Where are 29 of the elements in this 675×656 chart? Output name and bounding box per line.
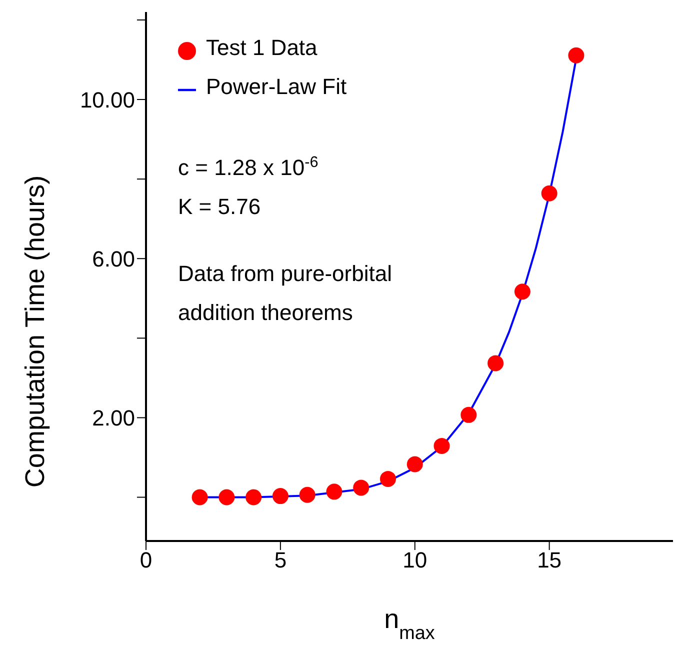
legend-label: Power-Law Fit	[206, 74, 347, 99]
y-tick-label: 6.00	[92, 246, 135, 272]
point	[326, 484, 342, 500]
y-tick-label: 10.00	[80, 87, 135, 112]
point	[299, 486, 316, 503]
point	[488, 355, 504, 372]
point	[246, 489, 262, 506]
y-tick-label: 2.00	[92, 406, 135, 431]
point	[514, 284, 530, 300]
point	[380, 470, 396, 487]
point	[218, 489, 235, 506]
point	[406, 456, 423, 472]
annotation: K = 5.76	[178, 194, 261, 219]
x-tick-label: 15	[537, 548, 562, 573]
x-axis-title: n$_{max}$	[384, 604, 436, 644]
point	[353, 480, 370, 496]
x-tick-label: 10	[402, 548, 428, 573]
point	[192, 489, 208, 506]
x-tick-label: 5	[274, 548, 287, 573]
point	[434, 438, 450, 454]
point	[541, 185, 558, 202]
y-axis-title: Computation Time (hours)	[20, 175, 50, 488]
legend-label: Test 1 Data	[206, 35, 318, 60]
annotation: Data from pure-orbital addition theorems	[178, 261, 392, 325]
x-tick-label: 0	[140, 548, 152, 573]
point	[568, 47, 584, 64]
point	[272, 488, 288, 504]
point	[460, 406, 477, 423]
annotation: c = 1.28 x 10$^{-6}$	[178, 154, 318, 180]
